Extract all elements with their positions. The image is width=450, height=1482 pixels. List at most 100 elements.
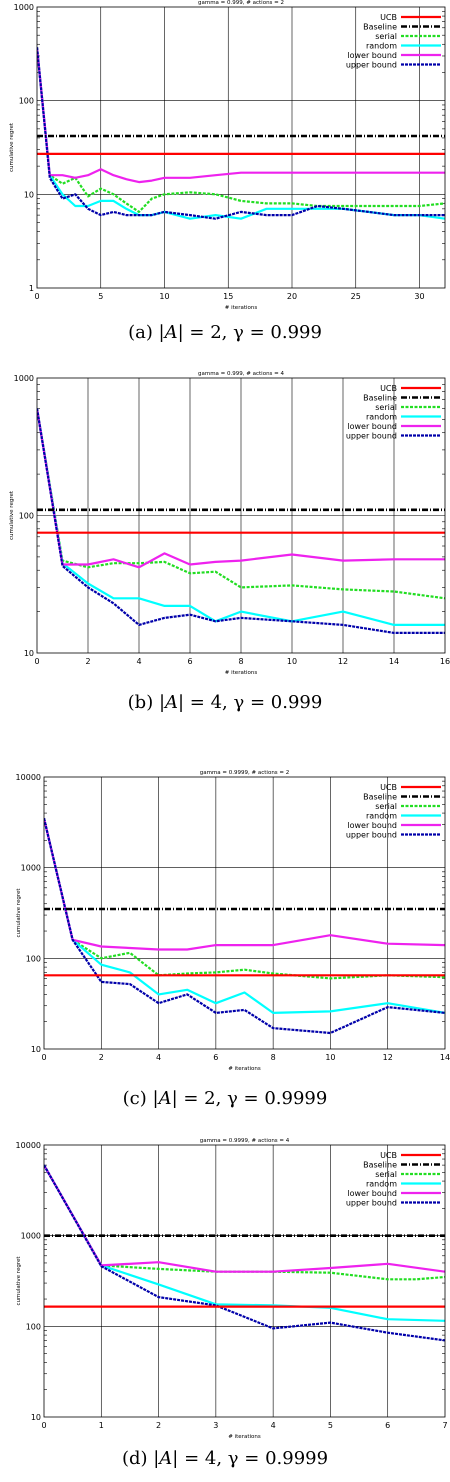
x-tick-label: 10 bbox=[325, 1053, 335, 1062]
x-tick-label: 4 bbox=[136, 657, 141, 666]
x-tick-label: 14 bbox=[440, 1053, 450, 1062]
series-line-random bbox=[44, 818, 445, 1014]
legend-label: Baseline bbox=[363, 394, 397, 403]
y-tick-label: 10000 bbox=[16, 1141, 41, 1150]
series-line-serial bbox=[37, 47, 445, 213]
series-line-lower-bound bbox=[37, 408, 445, 569]
plot-frame bbox=[43, 776, 446, 1050]
x-tick-label: 0 bbox=[34, 657, 39, 666]
legend-label: UCB bbox=[380, 13, 397, 22]
legend-label: Baseline bbox=[363, 23, 397, 32]
legend-label: UCB bbox=[380, 384, 397, 393]
y-tick-label: 1000 bbox=[14, 374, 34, 383]
x-axis-label: # iterations bbox=[228, 1066, 261, 1072]
y-tick-label: 10 bbox=[31, 1045, 41, 1054]
x-tick-label: 6 bbox=[187, 657, 192, 666]
chart-title: gamma = 0.999, # actions = 4 bbox=[198, 371, 285, 377]
chart-panel-b: gamma = 0.999, # actions = 4 0 2 4 6 8 10 12 14 1… bbox=[0, 365, 450, 725]
x-tick-label: 7 bbox=[442, 1421, 447, 1430]
x-tick-label: 15 bbox=[223, 292, 233, 301]
x-tick-label: 14 bbox=[389, 657, 399, 666]
chart-c: gamma = 0.9999, # actions = 2 0 2 4 6 8 10 12 14… bbox=[16, 770, 450, 1072]
caption-c: (c) |A| = 2, γ = 0.9999 bbox=[0, 1088, 450, 1109]
caption-c-symbol: A bbox=[158, 1088, 172, 1109]
chart-title: gamma = 0.9999, # actions = 2 bbox=[200, 770, 290, 776]
chart-title: gamma = 0.9999, # actions = 4 bbox=[200, 1138, 290, 1144]
series-line-serial bbox=[44, 818, 445, 980]
legend-label: lower bound bbox=[347, 1189, 397, 1198]
legend-label: random bbox=[366, 1180, 397, 1189]
caption-a-suffix: | = 2, γ = 0.999 bbox=[177, 322, 322, 343]
x-tick-label: 0 bbox=[41, 1053, 46, 1062]
y-tick-label: 10 bbox=[24, 649, 34, 658]
x-tick-label: 20 bbox=[287, 292, 297, 301]
y-tick-label: 1 bbox=[29, 284, 34, 293]
x-tick-label: 8 bbox=[271, 1053, 276, 1062]
y-axis-label: cumulative regret bbox=[9, 490, 15, 540]
series-line-upper-bound bbox=[44, 1164, 445, 1342]
caption-d-prefix: (d) | bbox=[121, 1448, 160, 1469]
x-tick-label: 5 bbox=[98, 292, 103, 301]
caption-b: (b) |A| = 4, γ = 0.999 bbox=[0, 692, 450, 713]
x-axis-label: # iterations bbox=[225, 670, 258, 676]
legend-label: lower bound bbox=[347, 51, 397, 60]
legend-label: serial bbox=[375, 32, 397, 41]
y-tick-label: 10000 bbox=[16, 773, 41, 782]
legend-label: lower bound bbox=[347, 422, 397, 431]
y-tick-label: 1000 bbox=[14, 3, 34, 12]
x-tick-label: 10 bbox=[287, 657, 297, 666]
y-axis-label: cumulative regret bbox=[9, 122, 15, 172]
legend-label: upper bound bbox=[346, 831, 397, 840]
x-tick-label: 25 bbox=[351, 292, 361, 301]
series-line-lower-bound bbox=[37, 47, 445, 184]
x-tick-label: 6 bbox=[213, 1053, 218, 1062]
caption-a-symbol: A bbox=[164, 322, 178, 343]
x-tick-label: 12 bbox=[338, 657, 348, 666]
x-axis-label: # iterations bbox=[228, 1434, 261, 1440]
x-tick-label: 12 bbox=[383, 1053, 393, 1062]
legend-label: UCB bbox=[380, 783, 397, 792]
chart-panel-c: gamma = 0.9999, # actions = 2 0 2 4 6 8 10 12 14… bbox=[0, 752, 450, 1122]
y-axis-label: cumulative regret bbox=[16, 1256, 22, 1306]
x-tick-label: 4 bbox=[271, 1421, 276, 1430]
y-tick-label: 1000 bbox=[21, 864, 41, 873]
caption-c-suffix: | = 2, γ = 0.9999 bbox=[171, 1088, 328, 1109]
series-line-random bbox=[37, 47, 445, 220]
caption-c-prefix: (c) | bbox=[122, 1088, 159, 1109]
legend-label: Baseline bbox=[363, 793, 397, 802]
x-tick-label: 0 bbox=[41, 1421, 46, 1430]
series-line-upper-bound bbox=[44, 818, 445, 1035]
x-axis-label: # iterations bbox=[225, 305, 258, 311]
chart-panel-d: gamma = 0.9999, # actions = 4 0 1 2 3 4 5 6 7 10 1… bbox=[0, 1120, 450, 1482]
plot-frame bbox=[43, 1144, 446, 1418]
x-tick-label: 1 bbox=[99, 1421, 104, 1430]
x-tick-label: 3 bbox=[213, 1421, 218, 1430]
legend-label: UCB bbox=[380, 1151, 397, 1160]
caption-d: (d) |A| = 4, γ = 0.9999 bbox=[0, 1448, 450, 1469]
series-line-upper-bound bbox=[37, 408, 445, 634]
legend-label: serial bbox=[375, 403, 397, 412]
legend-label: upper bound bbox=[346, 432, 397, 441]
x-tick-label: 16 bbox=[440, 657, 450, 666]
caption-b-suffix: | = 4, γ = 0.999 bbox=[178, 692, 323, 713]
legend-label: Baseline bbox=[363, 1161, 397, 1170]
legend-label: lower bound bbox=[347, 821, 397, 830]
caption-a-prefix: (a) | bbox=[128, 322, 165, 343]
x-tick-label: 2 bbox=[85, 657, 90, 666]
x-tick-label: 6 bbox=[385, 1421, 390, 1430]
chart-d: gamma = 0.9999, # actions = 4 0 1 2 3 4 5 6 7 10 1… bbox=[16, 1138, 448, 1440]
series-line-serial bbox=[37, 408, 445, 600]
legend-label: upper bound bbox=[346, 1199, 397, 1208]
x-tick-label: 0 bbox=[34, 292, 39, 301]
y-tick-label: 100 bbox=[19, 512, 34, 521]
y-tick-label: 100 bbox=[26, 1322, 41, 1331]
legend-label: upper bound bbox=[346, 61, 397, 70]
series-line-lower-bound bbox=[44, 1164, 445, 1273]
caption-b-prefix: (b) | bbox=[127, 692, 166, 713]
y-tick-label: 100 bbox=[19, 97, 34, 106]
chart-b: gamma = 0.999, # actions = 4 0 2 4 6 8 10 12 14 1… bbox=[9, 371, 450, 676]
plot-frame bbox=[36, 6, 446, 289]
x-tick-label: 2 bbox=[156, 1421, 161, 1430]
legend-label: serial bbox=[375, 802, 397, 811]
legend-label: random bbox=[366, 42, 397, 51]
